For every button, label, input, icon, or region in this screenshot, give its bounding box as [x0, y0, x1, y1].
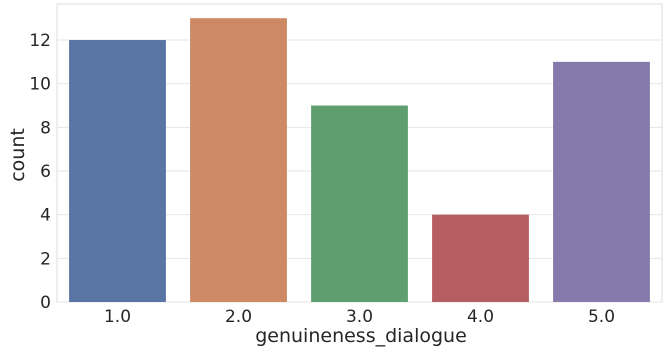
x-tick-label: 2.0: [225, 307, 252, 327]
y-tick-label: 0: [40, 293, 51, 313]
y-axis-label: count: [7, 128, 29, 182]
x-tick-labels: 1.0 2.0 3.0 4.0 5.0: [104, 307, 615, 327]
x-tick-label: 3.0: [346, 307, 373, 327]
y-tick-label: 12: [29, 31, 51, 51]
bar-1.0: [69, 40, 166, 303]
bar-3.0: [311, 105, 408, 303]
bar-2.0: [190, 18, 287, 302]
y-tick-label: 2: [40, 249, 51, 269]
y-tick-labels: 0 2 4 6 8 10 12: [29, 31, 51, 313]
x-tick-label: 1.0: [104, 307, 131, 327]
x-tick-label: 5.0: [588, 307, 615, 327]
bar-4.0: [432, 214, 529, 302]
y-tick-label: 8: [40, 118, 51, 138]
x-axis-label: genuineness_dialogue: [255, 325, 467, 347]
x-tick-label: 4.0: [467, 307, 494, 327]
y-tick-label: 4: [40, 206, 51, 226]
bar-series: [69, 18, 650, 303]
bar-5.0: [553, 61, 650, 302]
y-tick-label: 6: [40, 162, 51, 182]
y-tick-label: 10: [29, 75, 51, 95]
